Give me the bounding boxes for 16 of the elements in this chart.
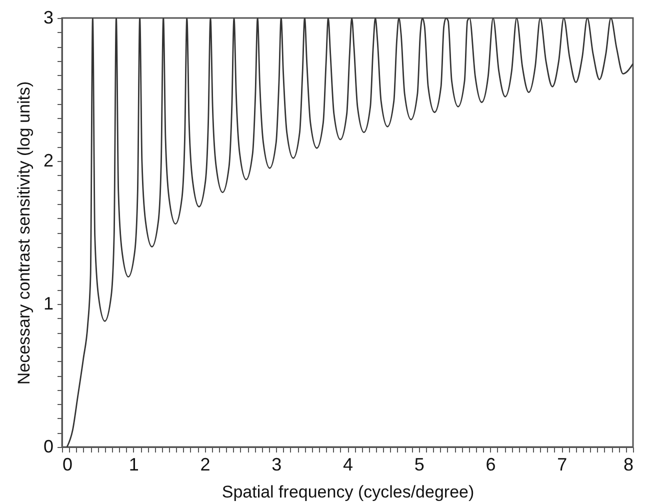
y-tick-label: 2 xyxy=(43,150,54,170)
x-tick-label: 2 xyxy=(200,454,210,474)
y-tick-label: 1 xyxy=(43,294,54,314)
x-tick-label: 7 xyxy=(557,454,568,474)
line-series xyxy=(66,18,633,447)
x-tick-label: 4 xyxy=(342,454,354,474)
x-tick-label: 0 xyxy=(62,454,73,474)
x-tick-label: 1 xyxy=(128,454,139,474)
x-tick-label: 8 xyxy=(623,454,634,474)
y-axis-title: Necessary contrast sensitivity (log units) xyxy=(14,81,34,385)
y-tick-label: 0 xyxy=(43,436,54,456)
x-tick-label: 3 xyxy=(272,454,282,474)
x-axis-title: Spatial frequency (cycles/degree) xyxy=(222,482,474,502)
x-tick-label: 5 xyxy=(414,454,424,474)
y-tick-label: 3 xyxy=(43,8,54,28)
x-tick-label: 6 xyxy=(486,454,496,474)
